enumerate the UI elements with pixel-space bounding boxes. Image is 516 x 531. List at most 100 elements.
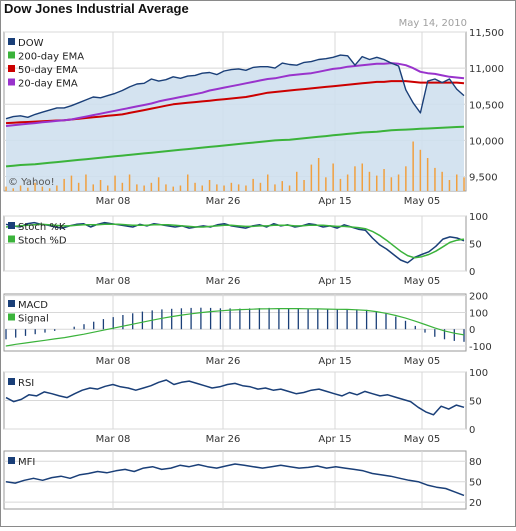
legend-entry: 20-day EMA (18, 79, 78, 90)
price-xtick-label: May 05 (404, 196, 441, 207)
volume-bar (121, 182, 124, 192)
volume-bar (317, 158, 320, 191)
macd-ytick-label: 200 (469, 292, 488, 303)
chart-title: Dow Jones Industrial Average (4, 1, 189, 16)
legend-entry: MFI (18, 457, 35, 468)
volume-bar (34, 182, 36, 192)
volume-bar (390, 177, 393, 192)
volume-bar (92, 184, 94, 191)
legend-entry: Stoch %D (18, 236, 67, 247)
volume-bar (310, 164, 313, 191)
volume-bar (128, 174, 131, 191)
volume-bar (274, 184, 276, 191)
rsi-xtick-label: May 05 (404, 434, 441, 445)
stochastics-ytick-label: 50 (469, 240, 482, 251)
series-line-200-day-ema (5, 125, 465, 168)
series-line-stoch-k (5, 221, 465, 264)
legend-swatch (8, 38, 15, 45)
volume-bar (426, 158, 429, 191)
watermark-label: © Yahoo! (8, 177, 55, 188)
rsi-xtick-label: Mar 08 (96, 434, 131, 445)
legend-swatch (8, 78, 15, 86)
volume-bar (201, 185, 203, 191)
volume-bar (456, 174, 458, 191)
volume-bar (252, 178, 254, 191)
volume-bar (448, 180, 451, 191)
price-ytick-label: 10,000 (469, 136, 504, 147)
volume-bar (165, 184, 167, 191)
volume-bar (361, 163, 363, 191)
volume-bar (114, 175, 116, 191)
rsi-ytick-label: 100 (469, 368, 488, 379)
price-ytick-label: 10,500 (469, 100, 504, 111)
volume-bar (187, 174, 189, 191)
volume-bar (346, 174, 349, 191)
volume-bar (281, 181, 283, 191)
legend-swatch (8, 235, 15, 243)
volume-bar (296, 171, 298, 192)
volume-bar (136, 184, 138, 191)
volume-bar (441, 171, 443, 192)
volume-bar (48, 188, 51, 192)
volume-bar (5, 186, 7, 191)
macd-ytick-label: 100 (469, 308, 488, 319)
volume-bar (245, 185, 247, 191)
volume-bar (223, 185, 225, 191)
mfi-panel-border (3, 450, 467, 510)
series-line-20-day-ema (5, 62, 465, 127)
volume-bar (463, 177, 465, 192)
volume-bar (56, 185, 58, 191)
volume-bar (383, 169, 385, 191)
macd-xtick-label: Apr 15 (318, 356, 351, 367)
volume-bar (77, 182, 80, 192)
price-ytick-label: 11,000 (469, 64, 504, 75)
volume-bar (27, 187, 29, 191)
legend-entry: Stoch %K (18, 222, 66, 233)
volume-bar (405, 166, 407, 192)
volume-bar (12, 188, 14, 192)
stochastics-xtick-label: Mar 26 (206, 276, 241, 287)
price-ytick-label: 9,500 (469, 173, 498, 184)
price-xtick-label: Mar 08 (96, 196, 131, 207)
series-line-50-day-ema (5, 80, 465, 125)
volume-bar (412, 141, 414, 191)
mfi-ytick-label: 50 (469, 478, 482, 489)
dow-area (6, 55, 464, 191)
volume-bar (303, 180, 305, 191)
volume-bar (208, 180, 211, 191)
macd-xtick-label: Mar 08 (96, 356, 131, 367)
volume-bar (267, 174, 269, 191)
macd-ytick-label: 0 (469, 325, 475, 336)
legend-swatch (8, 378, 15, 385)
volume-bar (157, 177, 160, 192)
mfi-ytick-label: 80 (469, 457, 482, 468)
legend-entry: 200-day EMA (18, 52, 84, 63)
volume-bar (150, 182, 153, 192)
volume-bar (63, 178, 65, 191)
legend-entry: RSI (18, 378, 34, 389)
volume-bar (41, 186, 44, 191)
volume-bar (434, 167, 436, 191)
legend-swatch (8, 222, 15, 229)
stochastics-ytick-label: 100 (469, 212, 488, 223)
date-label: May 14, 2010 (399, 18, 467, 29)
volume-bar (376, 175, 378, 191)
legend-entry: MACD (18, 300, 48, 311)
legend-swatch (8, 65, 15, 72)
volume-bar (172, 186, 174, 191)
volume-bar (179, 185, 182, 191)
series-line-mfi (5, 463, 465, 497)
legend-entry: Signal (18, 314, 49, 325)
price-ytick-label: 11,500 (469, 28, 504, 39)
rsi-xtick-label: Mar 26 (206, 434, 241, 445)
rsi-ytick-label: 50 (469, 397, 482, 408)
volume-bar (419, 149, 422, 192)
volume-bar (368, 171, 371, 192)
legend-swatch (8, 457, 15, 464)
volume-bar (325, 177, 327, 192)
volume-bar (332, 163, 334, 191)
price-xtick-label: Mar 26 (206, 196, 241, 207)
macd-xtick-label: Mar 26 (206, 356, 241, 367)
